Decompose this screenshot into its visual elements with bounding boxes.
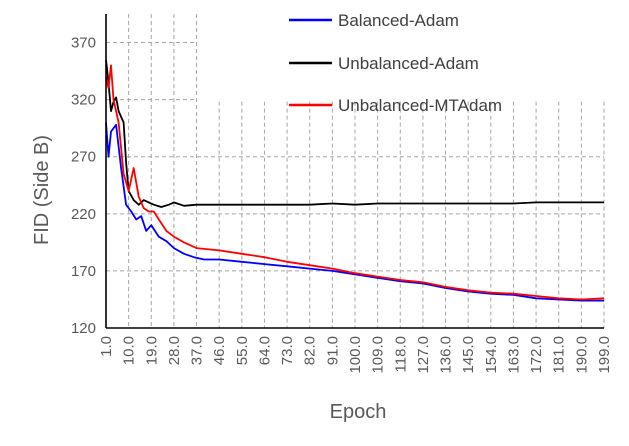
y-tick-labels: 120 170 220 270 320 370 xyxy=(71,35,96,337)
y-tick-label: 270 xyxy=(71,149,96,166)
x-tick-label: 172.0 xyxy=(528,336,545,374)
x-tick-label: 154.0 xyxy=(483,336,500,374)
y-tick-label: 220 xyxy=(71,206,96,223)
x-tick-label: 37.0 xyxy=(189,336,206,365)
x-tick-label: 145.0 xyxy=(460,336,477,374)
x-tick-label: 19.0 xyxy=(143,336,160,365)
x-tick-label: 163.0 xyxy=(505,336,522,374)
x-tick-label: 10.0 xyxy=(121,336,138,365)
x-tick-label: 1.0 xyxy=(98,336,115,357)
x-tick-label: 73.0 xyxy=(279,336,296,365)
x-tick-label: 46.0 xyxy=(211,336,228,365)
y-tick-label: 120 xyxy=(71,320,96,337)
y-tick-label: 170 xyxy=(71,263,96,280)
x-tick-labels: 1.0 10.0 19.0 28.0 37.0 46.0 55.0 64.0 73.0 82.0 9… xyxy=(98,336,613,374)
series-line-unbalanced-mtadam xyxy=(105,64,605,301)
x-tick-label: 91.0 xyxy=(324,336,341,365)
x-tick-label: 109.0 xyxy=(370,336,387,374)
series-line-unbalanced-adam xyxy=(105,59,604,208)
x-axis-title: Epoch xyxy=(330,401,387,423)
x-tick-label: 127.0 xyxy=(415,336,432,374)
x-tick-label: 100.0 xyxy=(347,336,364,374)
x-tick-label: 55.0 xyxy=(234,336,251,365)
y-tick-label: 370 xyxy=(71,35,96,52)
series-line-balanced-adam xyxy=(105,122,604,302)
x-tick-label: 28.0 xyxy=(166,336,183,365)
axes xyxy=(105,14,604,329)
legend-label-unbalanced-mtadam: Unbalanced-MTAdam xyxy=(338,96,502,115)
y-axis-title: FID (Side B) xyxy=(31,135,53,245)
series-layer xyxy=(105,59,605,302)
x-tick-label: 136.0 xyxy=(438,336,455,374)
grid-lines xyxy=(106,14,605,328)
x-tick-label: 181.0 xyxy=(551,336,568,374)
x-tick-label: 118.0 xyxy=(392,336,409,372)
y-tick-label: 320 xyxy=(71,92,96,109)
legend-label-unbalanced-adam: Unbalanced-Adam xyxy=(338,54,479,73)
x-tick-label: 190.0 xyxy=(573,336,590,374)
x-tick-label: 82.0 xyxy=(302,336,319,365)
x-tick-label: 199.0 xyxy=(596,336,613,374)
legend: Balanced-Adam Unbalanced-Adam Unbalanced… xyxy=(289,11,502,115)
legend-label-balanced-adam: Balanced-Adam xyxy=(338,11,459,30)
x-tick-label: 64.0 xyxy=(256,336,273,365)
